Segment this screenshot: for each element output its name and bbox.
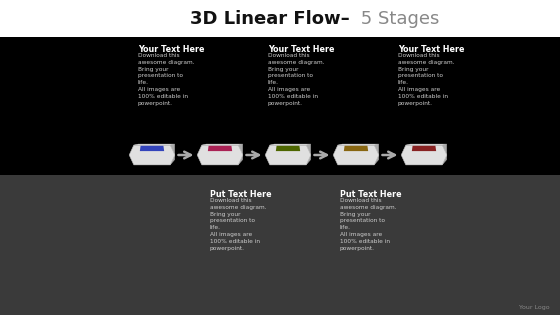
Polygon shape	[270, 160, 311, 165]
Polygon shape	[338, 160, 379, 165]
Polygon shape	[276, 146, 300, 151]
Polygon shape	[306, 144, 311, 165]
Text: Your Logo: Your Logo	[519, 305, 550, 310]
Text: Download this
awesome diagram.
Bring your
presentation to
life.
All images are
1: Download this awesome diagram. Bring you…	[398, 53, 455, 106]
Polygon shape	[442, 144, 447, 165]
Polygon shape	[333, 145, 379, 165]
Polygon shape	[238, 144, 243, 165]
Text: Put Text Here: Put Text Here	[340, 190, 402, 199]
Polygon shape	[208, 146, 232, 151]
Text: Put Text Here: Put Text Here	[210, 190, 272, 199]
Text: Download this
awesome diagram.
Bring your
presentation to
life.
All images are
1: Download this awesome diagram. Bring you…	[210, 198, 267, 251]
Text: Your Text Here: Your Text Here	[268, 45, 334, 54]
Polygon shape	[170, 144, 175, 165]
Polygon shape	[134, 144, 175, 145]
Polygon shape	[406, 160, 447, 165]
Polygon shape	[265, 145, 311, 165]
Text: Download this
awesome diagram.
Bring your
presentation to
life.
All images are
1: Download this awesome diagram. Bring you…	[138, 53, 195, 106]
Polygon shape	[134, 160, 175, 165]
Text: Your Text Here: Your Text Here	[398, 45, 464, 54]
FancyBboxPatch shape	[0, 175, 560, 315]
Polygon shape	[140, 146, 164, 151]
Text: Download this
awesome diagram.
Bring your
presentation to
life.
All images are
1: Download this awesome diagram. Bring you…	[268, 53, 325, 106]
Polygon shape	[129, 145, 175, 165]
Polygon shape	[202, 160, 243, 165]
Polygon shape	[270, 144, 311, 145]
Polygon shape	[406, 144, 447, 145]
Text: 5 Stages: 5 Stages	[355, 10, 440, 28]
Polygon shape	[338, 144, 379, 145]
FancyBboxPatch shape	[0, 0, 560, 37]
Text: Your Text Here: Your Text Here	[138, 45, 204, 54]
Text: Download this
awesome diagram.
Bring your
presentation to
life.
All images are
1: Download this awesome diagram. Bring you…	[340, 198, 396, 251]
Polygon shape	[202, 144, 243, 145]
FancyBboxPatch shape	[0, 37, 560, 175]
Polygon shape	[197, 145, 243, 165]
Polygon shape	[374, 144, 379, 165]
Polygon shape	[344, 146, 368, 151]
Text: 3D Linear Flow–: 3D Linear Flow–	[190, 10, 350, 28]
Polygon shape	[401, 145, 447, 165]
Polygon shape	[412, 146, 436, 151]
